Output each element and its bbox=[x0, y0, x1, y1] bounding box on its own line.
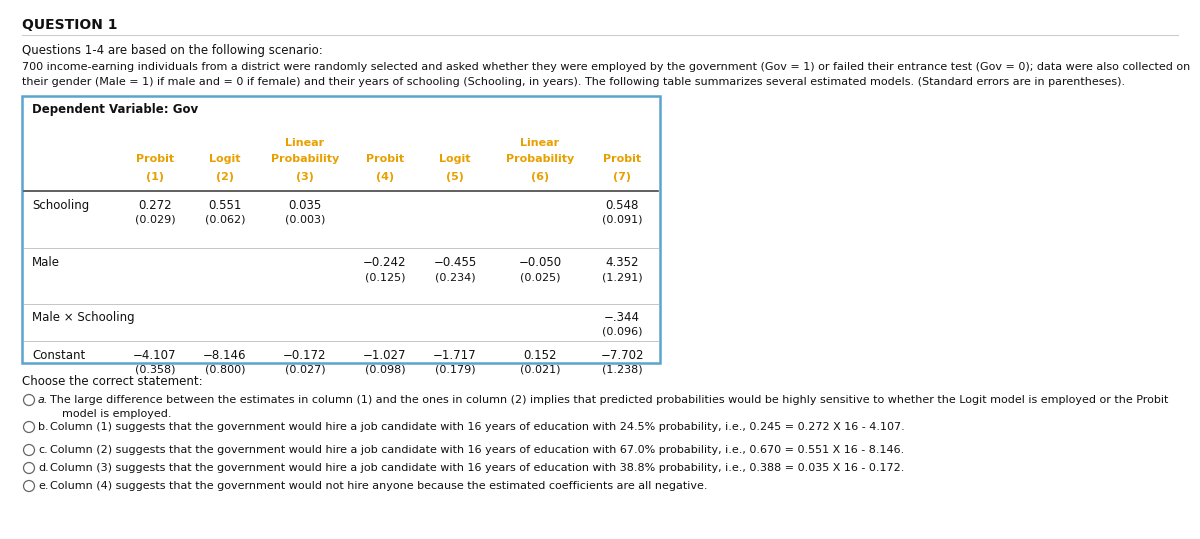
Text: (0.234): (0.234) bbox=[434, 272, 475, 282]
Text: (0.096): (0.096) bbox=[601, 327, 642, 337]
Text: (0.800): (0.800) bbox=[205, 365, 245, 375]
Text: 0.551: 0.551 bbox=[209, 199, 241, 212]
Text: a.: a. bbox=[38, 395, 48, 405]
Text: Constant: Constant bbox=[32, 349, 85, 362]
Text: −.344: −.344 bbox=[604, 311, 640, 324]
Text: (0.062): (0.062) bbox=[205, 215, 245, 225]
Text: e.: e. bbox=[38, 481, 48, 491]
Text: Schooling: Schooling bbox=[32, 199, 89, 212]
Text: −0.242: −0.242 bbox=[364, 256, 407, 269]
Text: their gender (Male = 1) if male and = 0 if female) and their years of schooling : their gender (Male = 1) if male and = 0 … bbox=[22, 77, 1126, 87]
Text: Male × Schooling: Male × Schooling bbox=[32, 311, 134, 324]
Text: d.: d. bbox=[38, 463, 49, 473]
Text: Column (1) suggests that the government would hire a job candidate with 16 years: Column (1) suggests that the government … bbox=[50, 422, 905, 432]
Text: Probit: Probit bbox=[136, 154, 174, 164]
Text: 0.548: 0.548 bbox=[605, 199, 638, 212]
Text: Logit: Logit bbox=[209, 154, 241, 164]
Text: (0.003): (0.003) bbox=[284, 215, 325, 225]
Text: (0.358): (0.358) bbox=[134, 365, 175, 375]
Text: −0.172: −0.172 bbox=[283, 349, 326, 362]
Text: (0.027): (0.027) bbox=[284, 365, 325, 375]
Text: (0.125): (0.125) bbox=[365, 272, 406, 282]
Text: Linear: Linear bbox=[521, 138, 559, 148]
Text: (1.238): (1.238) bbox=[601, 365, 642, 375]
FancyBboxPatch shape bbox=[22, 96, 660, 363]
Text: 0.035: 0.035 bbox=[288, 199, 322, 212]
Text: (1): (1) bbox=[146, 172, 164, 182]
Text: The large difference between the estimates in column (1) and the ones in column : The large difference between the estimat… bbox=[50, 395, 1169, 405]
Text: Choose the correct statement:: Choose the correct statement: bbox=[22, 375, 203, 388]
Text: −8.146: −8.146 bbox=[203, 349, 247, 362]
Text: (3): (3) bbox=[296, 172, 314, 182]
Text: Column (3) suggests that the government would hire a job candidate with 16 years: Column (3) suggests that the government … bbox=[50, 463, 905, 473]
Text: 700 income-earning individuals from a district were randomly selected and asked : 700 income-earning individuals from a di… bbox=[22, 62, 1190, 72]
Text: Probit: Probit bbox=[602, 154, 641, 164]
Text: (1.291): (1.291) bbox=[601, 272, 642, 282]
Text: (7): (7) bbox=[613, 172, 631, 182]
Text: Dependent Variable: Gov: Dependent Variable: Gov bbox=[32, 103, 198, 116]
Text: −0.050: −0.050 bbox=[518, 256, 562, 269]
Text: (0.091): (0.091) bbox=[601, 215, 642, 225]
Text: (6): (6) bbox=[530, 172, 550, 182]
Text: (2): (2) bbox=[216, 172, 234, 182]
Text: b.: b. bbox=[38, 422, 49, 432]
Text: −4.107: −4.107 bbox=[133, 349, 176, 362]
Text: −1.027: −1.027 bbox=[364, 349, 407, 362]
Text: (0.179): (0.179) bbox=[434, 365, 475, 375]
Text: (0.029): (0.029) bbox=[134, 215, 175, 225]
Text: (4): (4) bbox=[376, 172, 394, 182]
Text: (5): (5) bbox=[446, 172, 464, 182]
Text: Probability: Probability bbox=[271, 154, 340, 164]
Text: QUESTION 1: QUESTION 1 bbox=[22, 18, 118, 32]
Text: Male: Male bbox=[32, 256, 60, 269]
Text: −7.702: −7.702 bbox=[600, 349, 643, 362]
Text: Probability: Probability bbox=[506, 154, 574, 164]
Text: 4.352: 4.352 bbox=[605, 256, 638, 269]
Text: Column (4) suggests that the government would not hire anyone because the estima: Column (4) suggests that the government … bbox=[50, 481, 708, 491]
Text: c.: c. bbox=[38, 445, 48, 455]
Text: Linear: Linear bbox=[286, 138, 324, 148]
Text: −1.717: −1.717 bbox=[433, 349, 476, 362]
Text: (0.025): (0.025) bbox=[520, 272, 560, 282]
Text: model is employed.: model is employed. bbox=[62, 409, 172, 419]
Text: Questions 1-4 are based on the following scenario:: Questions 1-4 are based on the following… bbox=[22, 44, 323, 57]
Text: 0.152: 0.152 bbox=[523, 349, 557, 362]
Text: −0.455: −0.455 bbox=[433, 256, 476, 269]
Text: Logit: Logit bbox=[439, 154, 470, 164]
Text: Probit: Probit bbox=[366, 154, 404, 164]
Text: (0.098): (0.098) bbox=[365, 365, 406, 375]
Text: (0.021): (0.021) bbox=[520, 365, 560, 375]
Text: 0.272: 0.272 bbox=[138, 199, 172, 212]
Text: Column (2) suggests that the government would hire a job candidate with 16 years: Column (2) suggests that the government … bbox=[50, 445, 905, 455]
